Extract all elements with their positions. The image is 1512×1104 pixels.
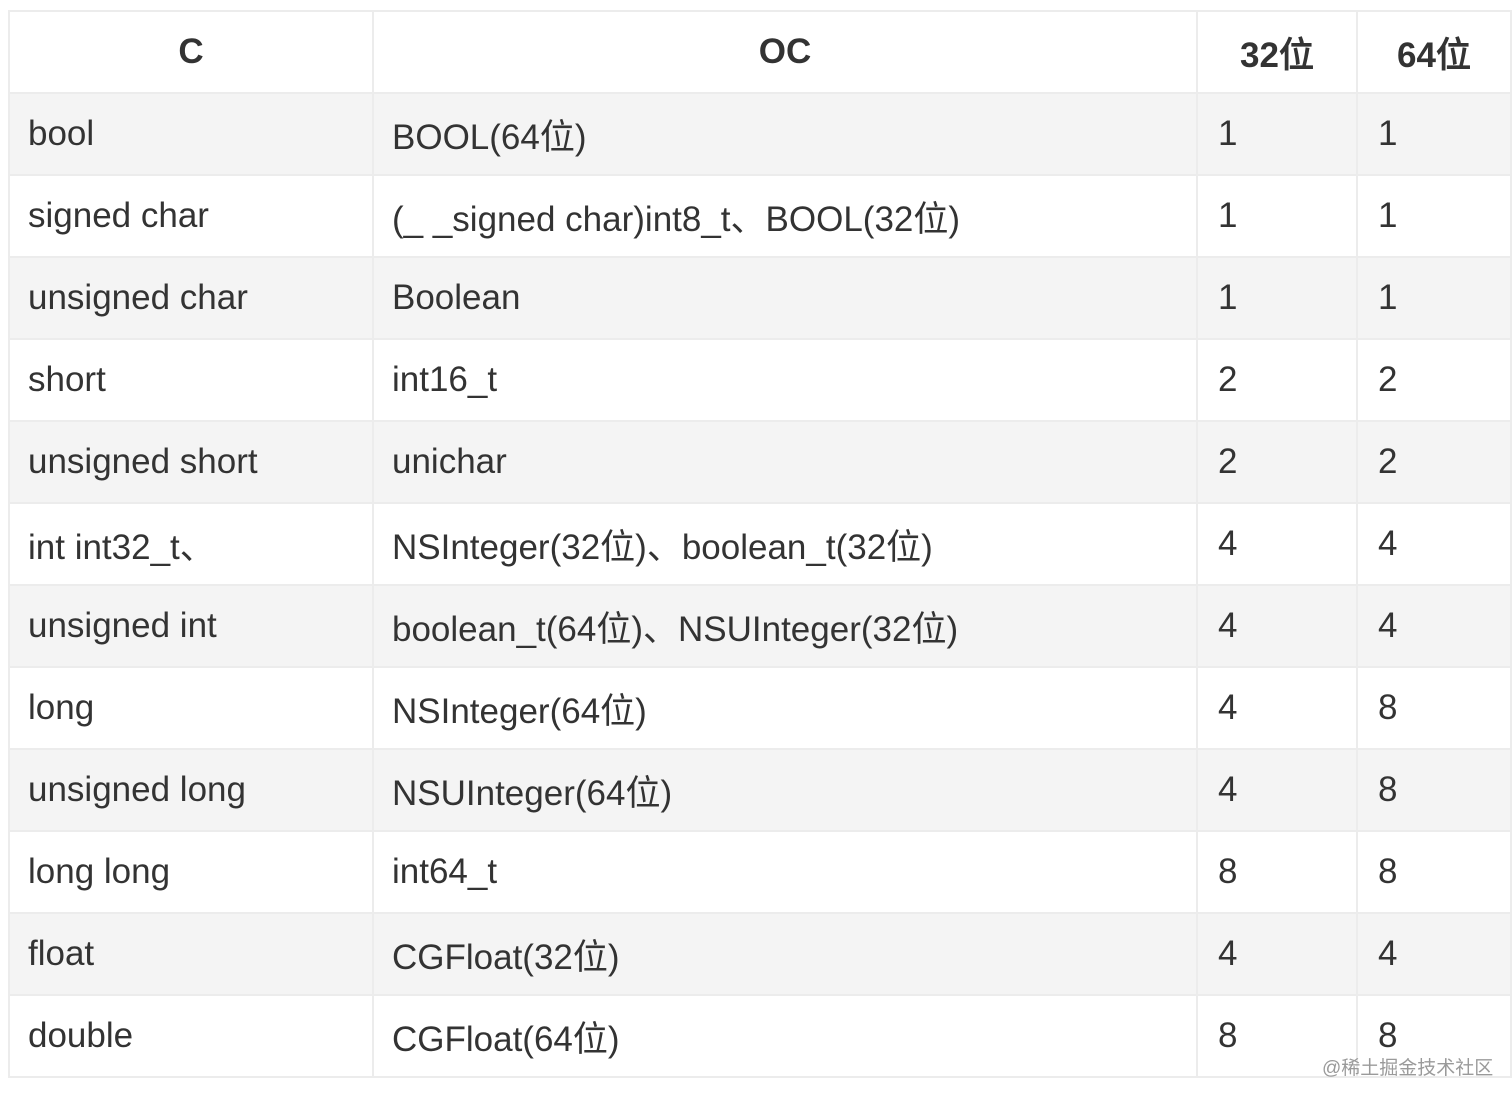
table-row: signed char (_ _signed char)int8_t、BOOL(3… <box>8 174 1512 258</box>
header-64bit: 64位 <box>1356 10 1512 94</box>
header-row: C OC 32位 64位 <box>8 10 1512 94</box>
size-64bit-cell: 1 <box>1356 174 1512 258</box>
oc-type-cell: NSInteger(64位) <box>372 666 1198 750</box>
size-32bit-cell: 1 <box>1196 174 1358 258</box>
table-row: double CGFloat(64位) 8 8 <box>8 994 1512 1078</box>
table-row: unsigned long NSUInteger(64位) 4 8 <box>8 748 1512 832</box>
c-type-cell: short <box>8 338 374 422</box>
table-row: unsigned char Boolean 1 1 <box>8 256 1512 340</box>
size-32bit-cell: 4 <box>1196 666 1358 750</box>
table-row: unsigned short unichar 2 2 <box>8 420 1512 504</box>
size-32bit-cell: 1 <box>1196 256 1358 340</box>
c-type-cell: bool <box>8 92 374 176</box>
type-size-table: C OC 32位 64位 bool BOOL(64位) 1 1 signed char(… <box>8 10 1512 1078</box>
size-32bit-cell: 8 <box>1196 994 1358 1078</box>
size-64bit-cell: 2 <box>1356 338 1512 422</box>
table-row: unsigned int boolean_t(64位)、NSUInteger(32… <box>8 584 1512 668</box>
oc-type-cell: CGFloat(64位) <box>372 994 1198 1078</box>
table-row: int int32_t、 NSInteger(32位)、boolean_t(32位… <box>8 502 1512 586</box>
table-body: bool BOOL(64位) 1 1 signed char (_ _signed cha… <box>8 92 1512 1078</box>
oc-type-cell: Boolean <box>372 256 1198 340</box>
header-32bit: 32位 <box>1196 10 1358 94</box>
c-type-cell: float <box>8 912 374 996</box>
size-64bit-cell: 8 <box>1356 830 1512 914</box>
c-type-cell: unsigned char <box>8 256 374 340</box>
size-32bit-cell: 4 <box>1196 584 1358 668</box>
header-oc: OC <box>372 10 1198 94</box>
c-type-cell: long <box>8 666 374 750</box>
size-64bit-cell: 2 <box>1356 420 1512 504</box>
size-32bit-cell: 8 <box>1196 830 1358 914</box>
table-row: long long int64_t 8 8 <box>8 830 1512 914</box>
size-64bit-cell: 8 <box>1356 994 1512 1078</box>
watermark: @稀土掘金技术社区 <box>1322 1058 1494 1079</box>
size-64bit-cell: 8 <box>1356 666 1512 750</box>
size-64bit-cell: 1 <box>1356 256 1512 340</box>
oc-type-cell: boolean_t(64位)、NSUInteger(32位) <box>372 584 1198 668</box>
size-32bit-cell: 2 <box>1196 338 1358 422</box>
oc-type-cell: int16_t <box>372 338 1198 422</box>
size-64bit-cell: 1 <box>1356 92 1512 176</box>
oc-type-cell: (_ _signed char)int8_t、BOOL(32位) <box>372 174 1198 258</box>
oc-type-cell: unichar <box>372 420 1198 504</box>
size-32bit-cell: 2 <box>1196 420 1358 504</box>
oc-type-cell: CGFloat(32位) <box>372 912 1198 996</box>
size-64bit-cell: 4 <box>1356 502 1512 586</box>
oc-type-cell: NSInteger(32位)、boolean_t(32位) <box>372 502 1198 586</box>
table-row: short int16_t 2 2 <box>8 338 1512 422</box>
c-type-cell: double <box>8 994 374 1078</box>
size-32bit-cell: 4 <box>1196 748 1358 832</box>
c-type-cell: int int32_t、 <box>8 502 374 586</box>
table-row: float CGFloat(32位) 4 4 <box>8 912 1512 996</box>
table-row: long NSInteger(64位) 4 8 <box>8 666 1512 750</box>
header-c: C <box>8 10 374 94</box>
oc-type-cell: BOOL(64位) <box>372 92 1198 176</box>
c-type-cell: unsigned short <box>8 420 374 504</box>
c-type-cell: signed char <box>8 174 374 258</box>
c-type-cell: unsigned long <box>8 748 374 832</box>
c-type-cell: unsigned int <box>8 584 374 668</box>
oc-type-cell: int64_t <box>372 830 1198 914</box>
size-64bit-cell: 4 <box>1356 584 1512 668</box>
table-row: bool BOOL(64位) 1 1 <box>8 92 1512 176</box>
c-type-cell: long long <box>8 830 374 914</box>
size-32bit-cell: 4 <box>1196 502 1358 586</box>
oc-type-cell: NSUInteger(64位) <box>372 748 1198 832</box>
size-32bit-cell: 4 <box>1196 912 1358 996</box>
size-64bit-cell: 8 <box>1356 748 1512 832</box>
size-64bit-cell: 4 <box>1356 912 1512 996</box>
size-32bit-cell: 1 <box>1196 92 1358 176</box>
